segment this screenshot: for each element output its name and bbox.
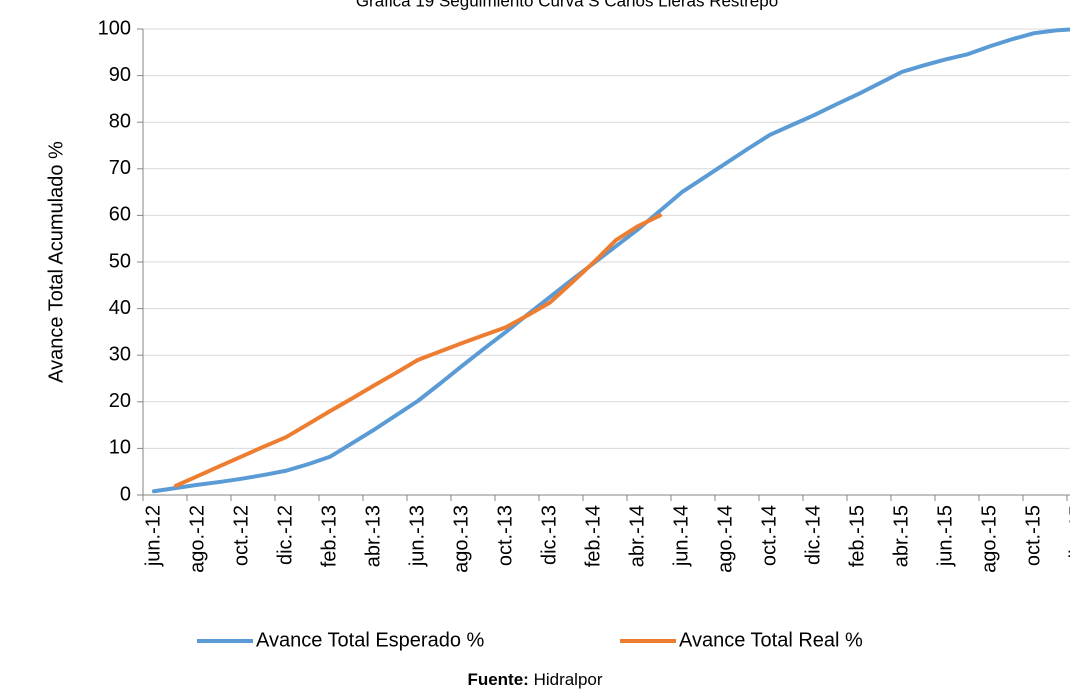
x-tick-label: dic.-14 — [802, 505, 824, 565]
y-tick-label: 10 — [109, 437, 131, 459]
legend-label: Avance Total Esperado % — [256, 629, 485, 651]
y-tick-label: 70 — [109, 157, 131, 179]
legend-label: Avance Total Real % — [679, 629, 863, 651]
x-tick-label: jun.-12 — [142, 505, 164, 567]
x-tick-label: dic.-12 — [274, 505, 296, 565]
x-tick-label: oct.-12 — [230, 505, 252, 566]
x-tick-label: ago.-12 — [186, 505, 208, 573]
x-tick-label: oct.-14 — [758, 505, 780, 566]
source: Hidralpor — [534, 670, 603, 689]
series-line — [152, 27, 1070, 494]
y-tick-label: 30 — [109, 343, 131, 365]
y-tick-label: 100 — [98, 17, 131, 39]
source-label: Fuente: — [467, 670, 528, 689]
x-tick-label: feb.-14 — [582, 505, 604, 567]
y-tick-label: 60 — [109, 204, 131, 226]
y-tick-label: 40 — [109, 297, 131, 319]
chart-title: Gráfica 19 Seguimiento Curva S Carlos Ll… — [356, 0, 778, 10]
x-tick-label: abr.-13 — [362, 505, 384, 567]
y-tick-label: 20 — [109, 390, 131, 412]
x-tick-label: feb.-15 — [846, 505, 868, 567]
x-tick-label: ago.-15 — [978, 505, 1000, 573]
x-tick-label: abr.-14 — [626, 505, 648, 567]
x-tick-label: ago.-13 — [450, 505, 472, 573]
series-line — [174, 213, 662, 488]
x-tick-label: jun.-13 — [406, 505, 428, 567]
y-tick-label: 80 — [109, 110, 131, 132]
x-tick-label: dic.-13 — [538, 505, 560, 565]
y-axis-label: Avance Total Acumulado % — [45, 141, 67, 383]
y-tick-label: 50 — [109, 250, 131, 272]
x-tick-label: dic.-15 — [1066, 505, 1070, 565]
x-tick-label: jun.-14 — [670, 505, 692, 567]
x-tick-label: feb.-13 — [318, 505, 340, 567]
x-tick-label: abr.-15 — [890, 505, 912, 567]
y-tick-label: 0 — [120, 483, 131, 505]
x-tick-label: oct.-15 — [1022, 505, 1044, 566]
y-tick-label: 90 — [109, 64, 131, 86]
x-tick-label: ago.-14 — [714, 505, 736, 573]
x-tick-label: oct.-13 — [494, 505, 516, 566]
x-tick-label: jun.-15 — [934, 505, 956, 567]
source-note: Fuente: Hidralpor — [467, 670, 602, 689]
